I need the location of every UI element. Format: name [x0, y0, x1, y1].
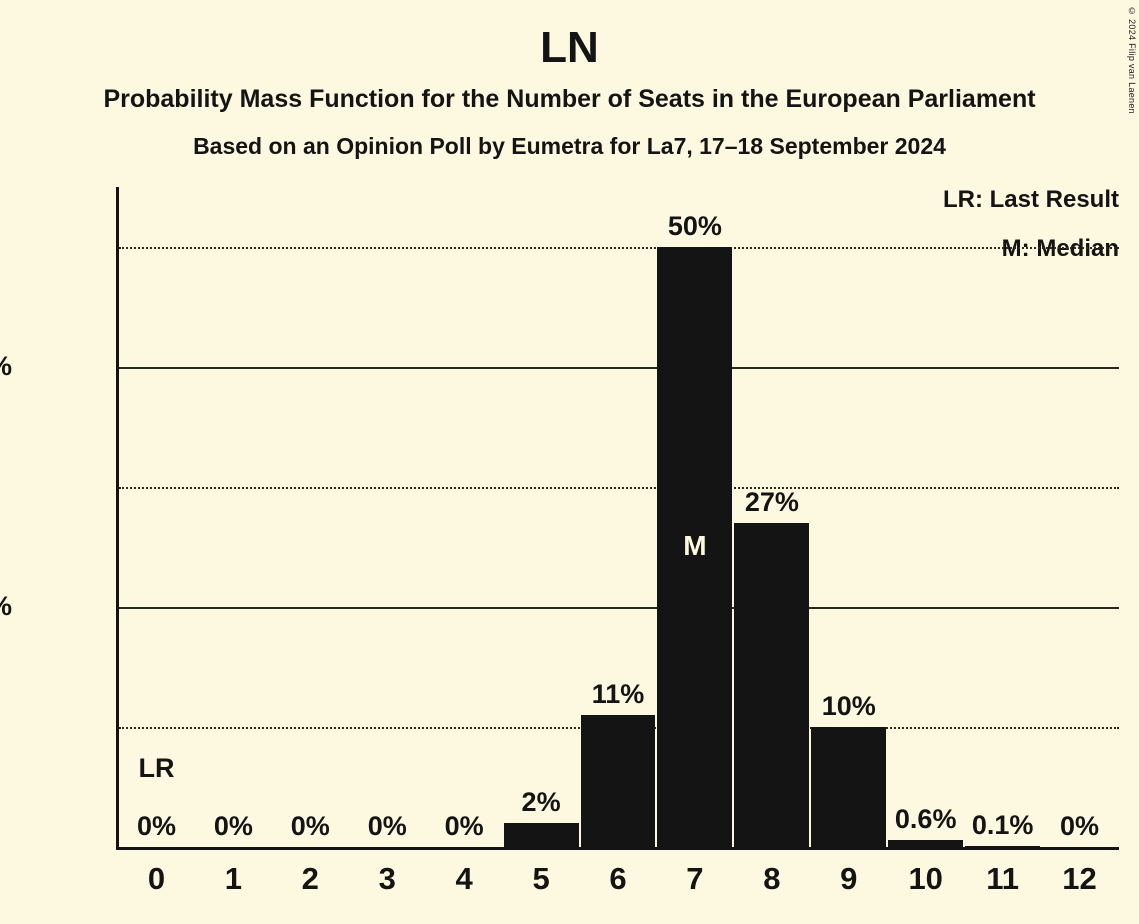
bar-value-label-seat-8: 27% [744, 487, 799, 517]
chart-subtitle-primary: Probability Mass Function for the Number… [103, 85, 1036, 113]
bar-value-label-seat-11: 0.1% [971, 809, 1034, 840]
bar-seat-5[interactable] [503, 823, 579, 847]
x-axis-label-seat-11: 11 [986, 861, 1019, 896]
bar-seat-8[interactable] [734, 523, 810, 847]
chart-header: LN Probability Mass Function for the Num… [0, 0, 1139, 162]
chart-subtitle-secondary: Based on an Opinion Poll by Eumetra for … [193, 133, 946, 159]
x-axis-label-seat-8: 8 [763, 861, 781, 896]
bar-seat-11[interactable] [965, 845, 1041, 847]
y-axis-label-20pct: 20% [0, 593, 12, 620]
x-axis-label-seat-2: 2 [301, 861, 319, 896]
bar-value-label-seat-9: 10% [821, 691, 876, 721]
page-title: LN [540, 23, 599, 72]
x-axis-label-seat-7: 7 [686, 861, 704, 896]
gridline-50pct [119, 247, 1119, 249]
gridline-40pct [119, 367, 1119, 369]
legend-item-last-result: LR: Last Result [942, 186, 1119, 213]
bar-value-label-seat-12: 0% [1060, 811, 1100, 841]
bar-value-label-seat-10: 0.6% [894, 803, 957, 834]
x-axis-label-seat-6: 6 [609, 861, 627, 896]
y-axis-line [116, 187, 119, 848]
bar-value-label-seat-6: 11% [591, 679, 645, 709]
x-axis-label-seat-0: 0 [147, 861, 166, 896]
copyright-notice: © 2024 Filip van Laenen [1127, 6, 1137, 114]
bar-value-label-seat-2: 0% [290, 811, 330, 841]
median-marker: M [683, 530, 707, 561]
gridline-30pct [119, 487, 1119, 489]
bar-seat-7[interactable] [657, 247, 733, 847]
last-result-marker: LR [138, 753, 175, 783]
x-axis-line [116, 847, 1119, 850]
bar-value-label-seat-3: 0% [367, 811, 407, 841]
bar-value-label-seat-5: 2% [521, 787, 561, 817]
x-axis-label-seat-10: 10 [908, 861, 943, 896]
x-axis-label-seat-12: 12 [1062, 861, 1097, 896]
bar-seat-6[interactable] [580, 715, 656, 847]
x-axis-label-seat-1: 1 [224, 861, 242, 896]
gridline-20pct [119, 607, 1119, 609]
bar-value-label-seat-1: 0% [213, 811, 253, 841]
bar-value-label-seat-7: 50% [667, 211, 722, 241]
x-axis-label-seat-5: 5 [532, 861, 550, 896]
chart-plot-area: 0% 0% 0% 0% 0% 2% 11% 50% 27% 10% 0.6% 0.1% 0% LR M [116, 187, 1119, 850]
x-axis-label-seat-9: 9 [840, 861, 858, 896]
x-axis-label-seat-3: 3 [378, 861, 396, 896]
bar-seat-10[interactable] [888, 839, 964, 847]
bar-seat-9[interactable] [811, 727, 887, 847]
x-axis-label-seat-4: 4 [455, 861, 473, 896]
bar-value-label-seat-0: 0% [136, 811, 176, 841]
y-axis-label-40pct: 40% [0, 353, 12, 380]
bar-value-label-seat-4: 0% [444, 811, 484, 841]
